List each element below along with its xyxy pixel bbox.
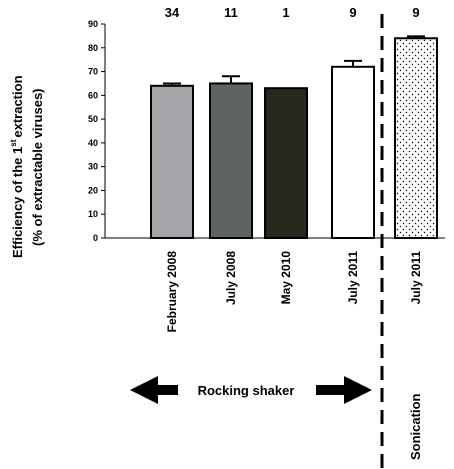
category-label-2: May 2010 bbox=[279, 251, 293, 305]
y-axis-label-line1: Efficiency of the 1stextraction bbox=[9, 75, 25, 258]
n-label-4: 9 bbox=[412, 5, 419, 20]
y-tick-label: 20 bbox=[88, 185, 98, 195]
y-tick-label: 50 bbox=[88, 114, 98, 124]
sonication-label: Sonication bbox=[408, 393, 423, 460]
category-label-1: July 2008 bbox=[224, 251, 238, 305]
bar-0 bbox=[150, 84, 194, 239]
n-label-0: 34 bbox=[165, 5, 180, 20]
left-arrow-icon bbox=[130, 376, 178, 404]
rocking-shaker-annotation: Rocking shaker bbox=[130, 376, 372, 404]
category-label-3: July 2011 bbox=[346, 251, 360, 305]
rocking-shaker-label: Rocking shaker bbox=[198, 383, 295, 398]
y-tick-label: 60 bbox=[88, 90, 98, 100]
bar-3 bbox=[331, 65, 375, 239]
category-label-0: February 2008 bbox=[165, 251, 179, 333]
y-axis-label: Efficiency of the 1stextraction (% of ex… bbox=[9, 75, 45, 258]
y-tick-label: 10 bbox=[88, 209, 98, 219]
bar-4 bbox=[394, 37, 438, 240]
n-label-3: 9 bbox=[349, 5, 356, 20]
y-tick-label: 0 bbox=[93, 233, 98, 243]
n-label-1: 11 bbox=[224, 5, 238, 20]
y-tick-label: 90 bbox=[88, 19, 98, 29]
y-tick-label: 40 bbox=[88, 138, 98, 148]
n-label-2: 1 bbox=[282, 5, 289, 20]
y-tick-label: 80 bbox=[88, 43, 98, 53]
y-axis-label-line2: (% of extractable viruses) bbox=[30, 88, 45, 246]
right-arrow-icon bbox=[316, 376, 372, 404]
y-tick-label: 30 bbox=[88, 162, 98, 172]
bar-1 bbox=[209, 82, 253, 239]
y-tick-label: 70 bbox=[88, 67, 98, 77]
category-label-4: July 2011 bbox=[409, 251, 423, 305]
bar-2 bbox=[264, 87, 308, 239]
